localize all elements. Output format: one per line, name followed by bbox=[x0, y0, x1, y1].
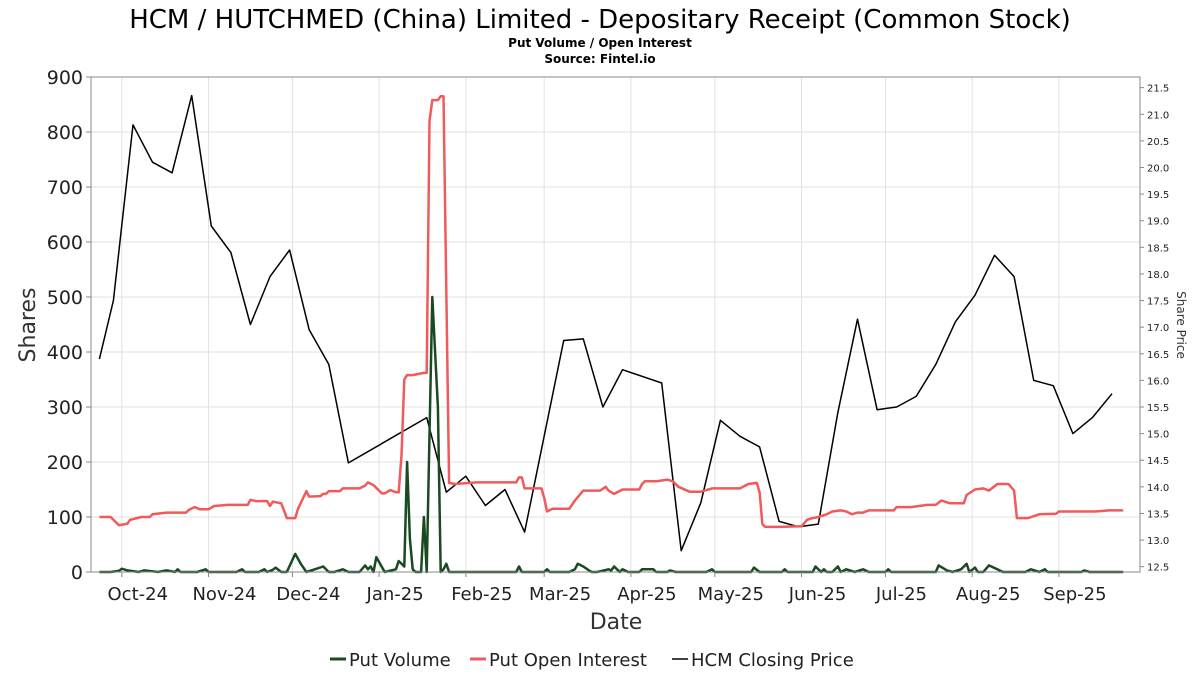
x-tick-label: Sep-25 bbox=[1043, 584, 1106, 605]
legend-label: HCM Closing Price bbox=[691, 650, 854, 671]
series-line-put-volume bbox=[99, 295, 1124, 574]
y2-tick-label: 20.0 bbox=[1147, 163, 1169, 174]
y2-tick-label: 19.0 bbox=[1147, 217, 1169, 228]
x-tick-label: Mar-25 bbox=[529, 584, 591, 605]
legend-label: Put Volume bbox=[349, 650, 451, 671]
y-tick-label: 400 bbox=[47, 342, 83, 364]
y2-tick-label: 21.0 bbox=[1147, 110, 1169, 121]
x-tick-label: May-25 bbox=[698, 584, 764, 605]
y2-tick-label: 13.0 bbox=[1147, 536, 1169, 547]
y-tick-label: 200 bbox=[47, 452, 83, 474]
y2-tick-label: 18.0 bbox=[1147, 270, 1169, 281]
x-tick-label: Dec-24 bbox=[276, 584, 340, 605]
x-axis-label: Date bbox=[590, 610, 643, 635]
x-tick-label: Jun-25 bbox=[788, 584, 847, 605]
series-line-put-open-interest bbox=[99, 95, 1124, 529]
y-tick-label: 100 bbox=[47, 507, 83, 529]
y2-tick-label: 17.5 bbox=[1147, 297, 1169, 308]
y-axis-right: 12.5 13.0 13.5 14.0 14.5 15.0 15.5 16.0 16.5 17.0… bbox=[1140, 84, 1169, 574]
y2-tick-label: 12.5 bbox=[1147, 563, 1169, 574]
plot-series bbox=[98, 94, 1124, 574]
chart-subtitle: Put Volume / Open Interest bbox=[508, 36, 692, 50]
x-tick-label: Feb-25 bbox=[451, 584, 512, 605]
y-tick-label: 500 bbox=[47, 287, 83, 309]
x-tick-label: Oct-24 bbox=[108, 584, 169, 605]
y2-tick-label: 13.5 bbox=[1147, 509, 1169, 520]
x-tick-label: Nov-24 bbox=[192, 584, 256, 605]
x-tick-label: Jul-25 bbox=[875, 584, 927, 605]
x-tick-label: Jan-25 bbox=[366, 584, 424, 605]
y-tick-label: 800 bbox=[47, 122, 83, 144]
y-tick-label: 600 bbox=[47, 232, 83, 254]
x-tick-label: Apr-25 bbox=[617, 584, 676, 605]
legend: Put Volume Put Open Interest HCM Closing P… bbox=[330, 650, 854, 671]
plot-frame bbox=[90, 76, 1141, 573]
y-tick-label: 900 bbox=[47, 67, 83, 89]
grid-lines bbox=[91, 76, 1140, 573]
y2-tick-label: 16.0 bbox=[1147, 376, 1169, 387]
y-axis-left: 0 100 200 300 400 500 600 700 800 900 bbox=[47, 67, 91, 584]
y-axis-label: Shares bbox=[16, 288, 41, 363]
y2-axis-label: Share Price bbox=[1174, 291, 1188, 359]
y2-tick-label: 14.0 bbox=[1147, 483, 1169, 494]
y-tick-label: 300 bbox=[47, 397, 83, 419]
y2-tick-label: 14.5 bbox=[1147, 456, 1169, 467]
y-tick-label: 0 bbox=[71, 562, 83, 584]
y2-tick-label: 17.0 bbox=[1147, 323, 1169, 334]
y2-tick-label: 15.5 bbox=[1147, 403, 1169, 414]
y-tick-label: 700 bbox=[47, 177, 83, 199]
y2-tick-label: 20.5 bbox=[1147, 137, 1169, 148]
series-line-hcm-closing-price bbox=[98, 94, 1113, 552]
x-tick-label: Aug-25 bbox=[956, 584, 1021, 605]
y2-tick-label: 21.5 bbox=[1147, 84, 1169, 95]
chart-source: Source: Fintel.io bbox=[544, 52, 655, 66]
legend-label: Put Open Interest bbox=[489, 650, 647, 671]
chart-title: HCM / HUTCHMED (China) Limited - Deposit… bbox=[129, 5, 1071, 35]
y2-tick-label: 15.0 bbox=[1147, 430, 1169, 441]
y2-tick-label: 19.5 bbox=[1147, 190, 1169, 201]
y2-tick-label: 18.5 bbox=[1147, 243, 1169, 254]
x-axis: Oct-24 Nov-24 Dec-24 Jan-25 Feb-25 Mar-25 Apr-… bbox=[108, 572, 1107, 605]
y2-tick-label: 16.5 bbox=[1147, 350, 1169, 361]
